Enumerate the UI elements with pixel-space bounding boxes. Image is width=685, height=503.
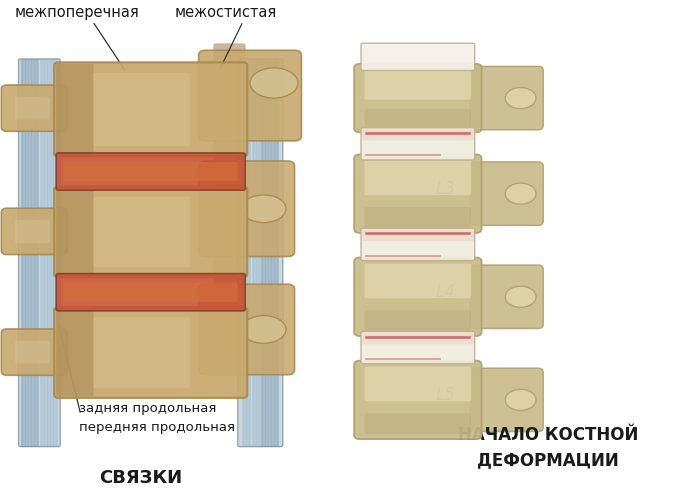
FancyBboxPatch shape	[362, 230, 474, 241]
FancyBboxPatch shape	[199, 50, 301, 141]
FancyBboxPatch shape	[364, 310, 471, 331]
FancyBboxPatch shape	[56, 64, 94, 155]
FancyBboxPatch shape	[54, 187, 247, 277]
FancyBboxPatch shape	[364, 413, 471, 434]
FancyBboxPatch shape	[1, 85, 67, 131]
FancyBboxPatch shape	[361, 331, 475, 364]
Ellipse shape	[505, 183, 536, 204]
FancyBboxPatch shape	[93, 197, 190, 267]
FancyBboxPatch shape	[199, 284, 295, 375]
FancyBboxPatch shape	[56, 153, 245, 190]
FancyBboxPatch shape	[364, 69, 471, 100]
FancyBboxPatch shape	[56, 188, 94, 276]
FancyBboxPatch shape	[354, 258, 482, 336]
FancyBboxPatch shape	[471, 162, 543, 225]
FancyBboxPatch shape	[362, 333, 474, 344]
FancyBboxPatch shape	[64, 162, 238, 181]
FancyBboxPatch shape	[199, 161, 295, 257]
FancyBboxPatch shape	[364, 264, 471, 298]
FancyBboxPatch shape	[361, 228, 475, 261]
Ellipse shape	[242, 195, 286, 222]
FancyBboxPatch shape	[54, 307, 247, 398]
FancyBboxPatch shape	[15, 220, 50, 243]
Text: передняя продольная: передняя продольная	[79, 421, 235, 434]
FancyBboxPatch shape	[354, 64, 482, 132]
FancyBboxPatch shape	[364, 109, 471, 127]
FancyBboxPatch shape	[364, 367, 471, 401]
FancyBboxPatch shape	[93, 73, 190, 146]
FancyBboxPatch shape	[238, 59, 283, 447]
Ellipse shape	[505, 88, 536, 109]
FancyBboxPatch shape	[354, 361, 482, 439]
Text: L5: L5	[436, 386, 456, 404]
Ellipse shape	[242, 316, 286, 344]
FancyBboxPatch shape	[364, 160, 471, 195]
Ellipse shape	[505, 286, 536, 307]
Text: СВЯЗКИ: СВЯЗКИ	[99, 469, 182, 487]
FancyBboxPatch shape	[364, 207, 471, 228]
Text: межпоперечная: межпоперечная	[15, 5, 140, 20]
FancyBboxPatch shape	[471, 368, 543, 432]
FancyBboxPatch shape	[214, 44, 245, 364]
Text: НАЧАЛО КОСТНОЙ: НАЧАЛО КОСТНОЙ	[458, 426, 638, 444]
FancyBboxPatch shape	[93, 317, 190, 388]
FancyBboxPatch shape	[15, 341, 50, 364]
FancyBboxPatch shape	[1, 329, 67, 375]
Text: межостистая: межостистая	[175, 5, 277, 20]
Text: L3: L3	[436, 180, 456, 198]
Ellipse shape	[250, 68, 298, 98]
Ellipse shape	[505, 389, 536, 410]
Text: L4: L4	[436, 283, 456, 301]
FancyBboxPatch shape	[361, 128, 475, 160]
FancyBboxPatch shape	[1, 208, 67, 255]
FancyBboxPatch shape	[15, 97, 50, 120]
Text: ДЕФОРМАЦИИ: ДЕФОРМАЦИИ	[477, 451, 619, 469]
FancyBboxPatch shape	[471, 66, 543, 130]
FancyBboxPatch shape	[18, 59, 60, 447]
FancyBboxPatch shape	[362, 130, 474, 140]
FancyBboxPatch shape	[56, 309, 94, 396]
FancyBboxPatch shape	[471, 265, 543, 328]
Text: задняя продольная: задняя продольная	[79, 402, 216, 415]
FancyBboxPatch shape	[54, 62, 247, 156]
FancyBboxPatch shape	[64, 283, 238, 302]
FancyBboxPatch shape	[354, 154, 482, 233]
FancyBboxPatch shape	[56, 274, 245, 311]
FancyBboxPatch shape	[361, 43, 475, 70]
